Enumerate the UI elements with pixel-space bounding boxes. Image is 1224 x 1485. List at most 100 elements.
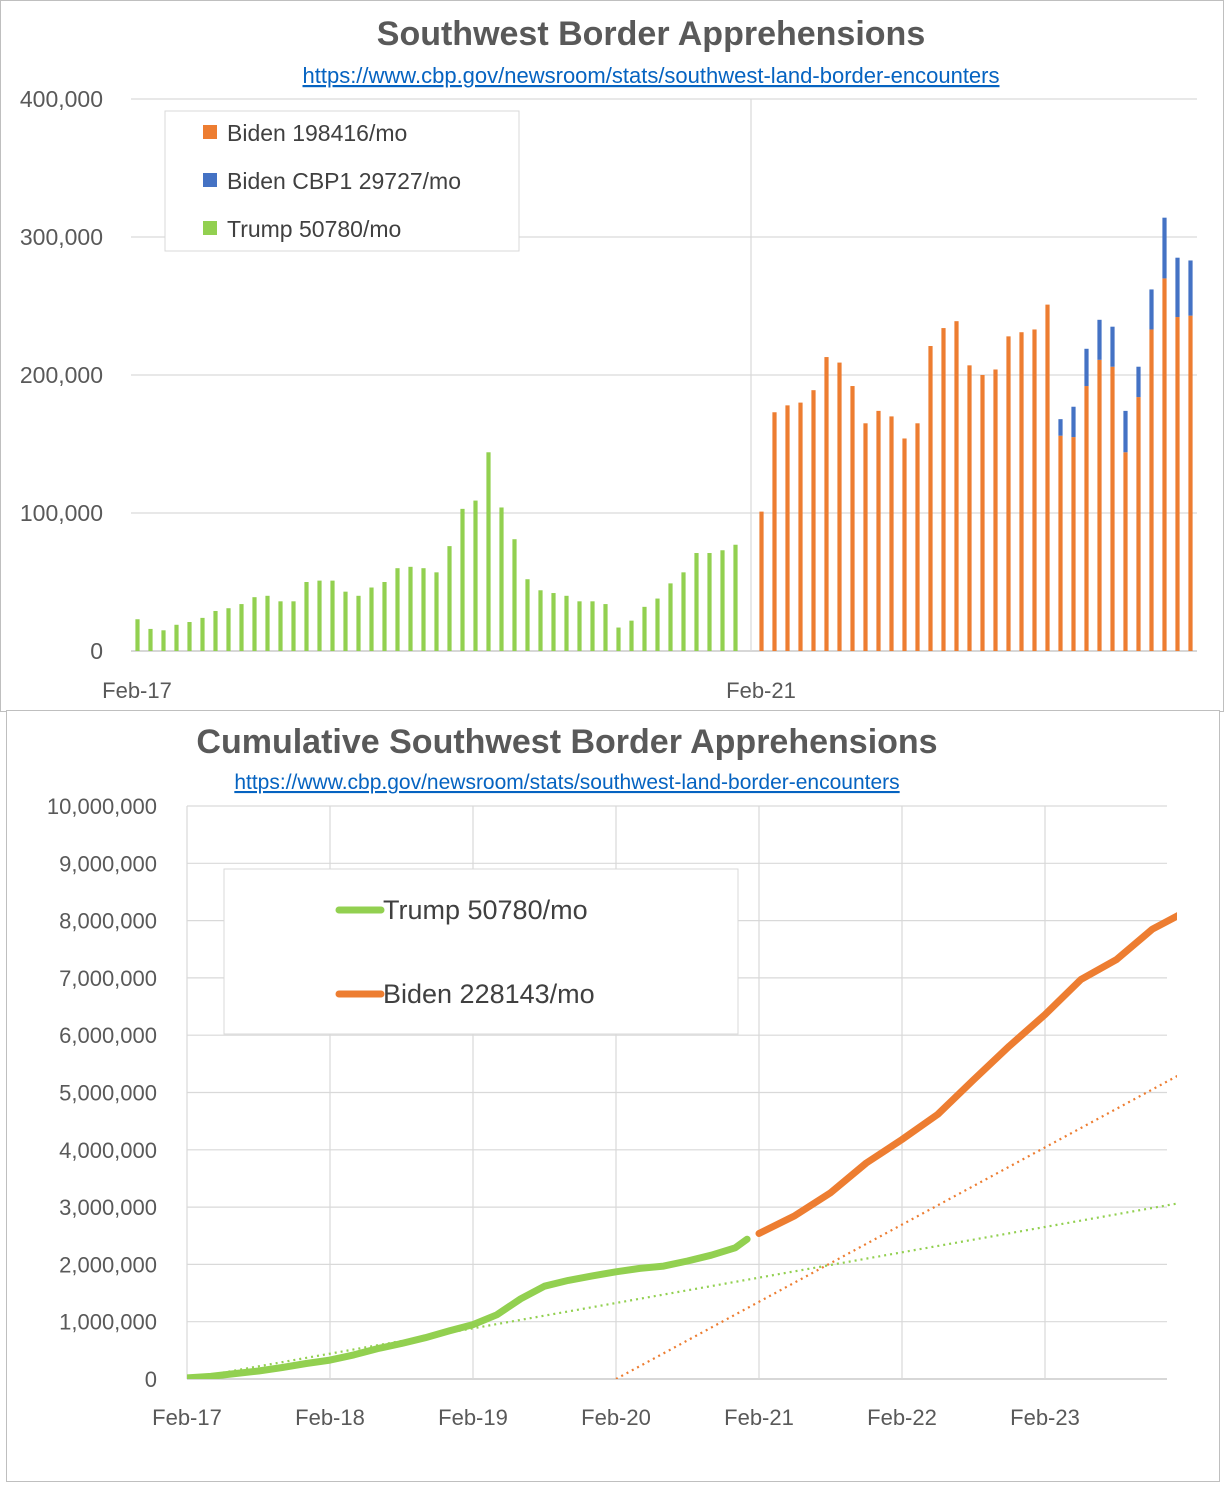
biden-bar [863,423,868,651]
biden-bar [759,511,764,651]
biden-bar [993,369,998,651]
biden-bar [1175,317,1180,651]
chart1-title: Southwest Border Apprehensions [377,15,925,53]
chart2-legend: Trump 50780/mo Biden 228143/mo [223,868,739,1035]
chart2-xtick-label: Feb-21 [724,1405,794,1430]
chart1-ytick-label: 400,000 [20,86,103,112]
trump-cumulative-line [187,1235,751,1379]
trump-bar [369,587,374,651]
trump-bar [135,619,140,651]
biden-bar [837,362,842,651]
chart1-legend-label: Biden CBP1 29727/mo [227,168,461,194]
chart2-ytick-label: 1,000,000 [59,1310,157,1335]
chart1-source-link[interactable]: https://www.cbp.gov/newsroom/stats/south… [303,63,1000,88]
trump-bar [252,597,257,651]
biden-bar [954,321,959,651]
trump-bar [356,595,361,651]
trump-bar [330,580,335,651]
cumulative-line-chart: Cumulative Southwest Border Apprehension… [47,723,1177,1430]
biden-bar [798,402,803,651]
biden-bar [1097,359,1102,651]
trump-bar [681,572,686,651]
trump-bar [486,452,491,651]
biden-cbp1-bar [1084,348,1089,387]
trump-bar [382,582,387,651]
trump-bar [434,572,439,651]
biden-bar [1136,397,1141,651]
apprehensions-chart-panel: Southwest Border Apprehensions https://w… [0,0,1224,712]
trump-bar [629,620,634,651]
biden-bar [850,386,855,651]
chart2-xtick-label: Feb-18 [295,1405,365,1430]
trump-bar [694,553,699,651]
biden-bar [941,328,946,651]
trump-bar [200,617,205,651]
trump-bar [707,553,712,651]
trump-bar [343,591,348,651]
trump-bar [460,508,465,651]
biden-bar [1188,315,1193,651]
chart2-ytick-label: 9,000,000 [59,851,157,876]
chart1-ytick-label: 300,000 [20,224,103,250]
trump-bar [174,624,179,651]
biden-bar [1071,437,1076,651]
biden-bar [772,412,777,651]
chart1-ytick-label: 200,000 [20,362,103,388]
chart2-xtick-label: Feb-19 [438,1405,508,1430]
trump-bar [577,601,582,651]
trump-bar [590,601,595,651]
trump-bar [278,601,283,651]
chart2-legend-label: Biden 228143/mo [383,979,595,1009]
biden-bar [1110,366,1115,651]
biden-bar [980,375,985,651]
chart2-ytick-label: 5,000,000 [59,1081,157,1106]
biden-cbp1-bar [1162,217,1167,279]
biden-bar [1162,278,1167,651]
biden-bar [824,357,829,651]
biden-bar [1084,386,1089,651]
trump-bar [226,608,231,651]
trump-bar [187,622,192,651]
biden-cbp1-bar [1136,366,1141,398]
biden-bar [876,410,881,651]
biden-cbp1-bar [1110,326,1115,367]
chart2-ytick-label: 6,000,000 [59,1023,157,1048]
trump-bar [603,604,608,651]
biden-bar [1058,435,1063,651]
chart1-legend-swatch [203,125,217,139]
biden-bar [811,390,816,651]
trump-bar [408,566,413,651]
biden-bar [1019,332,1024,651]
trump-bar [473,500,478,651]
biden-bar [967,365,972,651]
chart2-ytick-label: 7,000,000 [59,966,157,991]
trump-bar [655,598,660,651]
trump-bar [447,546,452,651]
biden-cbp1-bar [1149,289,1154,330]
trump-bar [317,580,322,651]
biden-bar [915,423,920,651]
chart1-legend-swatch [203,221,217,235]
biden-bar [889,416,894,651]
trump-bar [421,568,426,651]
chart2-ytick-label: 2,000,000 [59,1252,157,1277]
biden-bar [928,346,933,651]
trump-bar [525,579,530,651]
biden-bar [1149,329,1154,651]
chart1-legend-swatch [203,173,217,187]
chart2-legend-label: Trump 50780/mo [383,895,588,925]
trump-bar [642,606,647,651]
chart2-ytick-label: 3,000,000 [59,1195,157,1220]
chart1-ytick-label: 100,000 [20,500,103,526]
chart1-legend-label: Trump 50780/mo [227,216,401,242]
biden-bar [1123,452,1128,651]
biden-cbp1-bar [1175,257,1180,318]
biden-cbp1-bar [1123,410,1128,453]
chart1-xtick-label: Feb-21 [726,678,796,703]
chart1-legend: Biden 198416/mo Biden CBP1 29727/mo Trump … [164,110,520,252]
trump-bar [733,544,738,651]
chart2-source-link[interactable]: https://www.cbp.gov/newsroom/stats/south… [234,771,899,794]
trump-bar [720,550,725,651]
trump-bar [265,595,270,651]
biden-cbp1-bar [1188,260,1193,316]
